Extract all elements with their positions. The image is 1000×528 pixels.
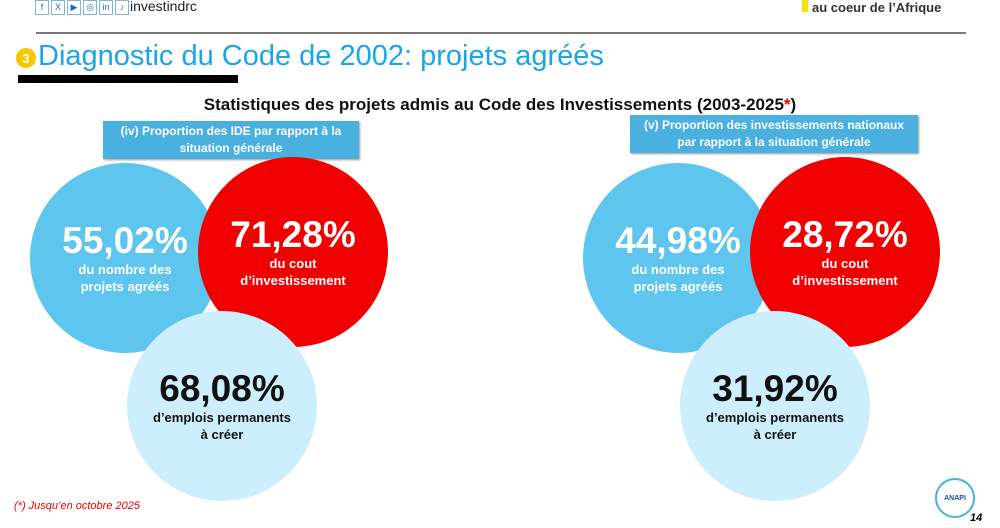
page-title: Diagnostic du Code de 2002: projets agré… [38,40,604,72]
instagram-icon[interactable]: ◎ [83,0,97,15]
subtitle-text: Statistiques des projets admis au Code d… [203,95,784,114]
circle-jobs-ide: 68,08% d’emplois permanents à créer [127,311,317,501]
cost-desc: du cout d’investissement [240,256,346,288]
subtitle-star: * [783,95,791,114]
circle-projects-ide: 55,02% du nombre des projets agréés [30,163,220,353]
tagline: au coeur de l’Afrique [812,0,942,15]
tiktok-icon[interactable]: ♪ [115,0,129,15]
yellow-bar [802,0,808,12]
circle-jobs-national: 31,92% d’emplois permanents à créer [680,311,870,501]
title-underline [18,75,238,83]
projects-desc: du nombre des projets agréés [78,262,172,294]
jobs-desc: d’emplois permanents à créer [153,410,291,442]
jobs-desc: d’emplois permanents à créer [706,410,844,442]
panel-label-ide: (iv) Proportion des IDE par rapport à la… [103,121,359,159]
divider [36,32,966,34]
jobs-value: 68,08% [159,368,285,409]
cost-value: 71,28% [230,214,356,255]
cost-value: 28,72% [782,214,908,255]
projects-value: 44,98% [615,220,741,261]
linkedin-icon[interactable]: in [99,0,113,15]
subtitle-end: ) [790,95,797,114]
facebook-icon[interactable]: f [35,0,49,15]
x-icon[interactable]: X [51,0,65,15]
footnote: (*) Jusqu’en octobre 2025 [14,500,140,512]
subtitle: Statistiques des projets admis au Code d… [0,95,1000,115]
page-number: 14 [970,512,983,524]
section-number-badge: 3 [16,48,36,68]
cost-desc: du cout d’investissement [792,256,898,288]
social-icons: f X ▶ ◎ in ♪ [35,0,129,15]
projects-value: 55,02% [62,220,188,261]
projects-desc: du nombre des projets agréés [631,262,725,294]
jobs-value: 31,92% [712,368,838,409]
anapi-logo: ANAPI [935,478,975,518]
brand-handle: investindrc [130,0,197,14]
youtube-icon[interactable]: ▶ [67,0,81,15]
panel-label-national: (v) Proportion des investissements natio… [630,115,918,153]
